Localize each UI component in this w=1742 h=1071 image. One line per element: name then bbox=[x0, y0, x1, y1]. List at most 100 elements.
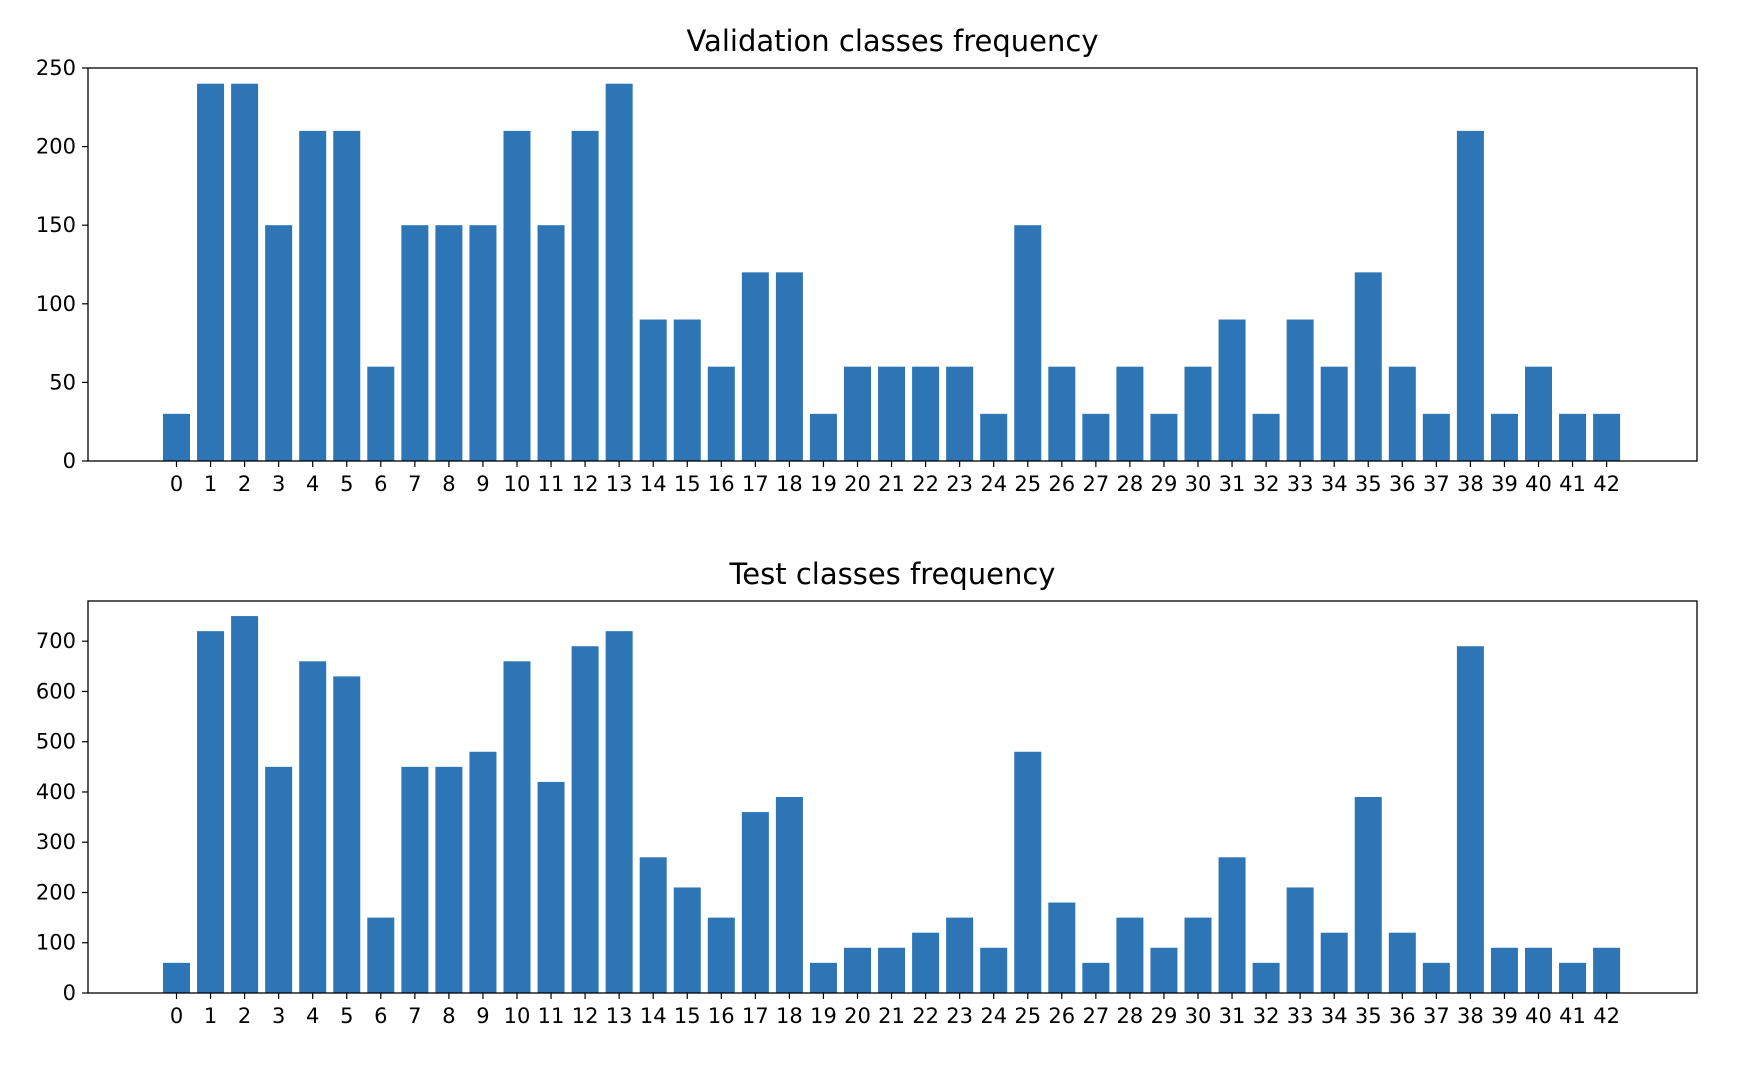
test-bar-9 bbox=[469, 751, 497, 993]
test-x-tick-label: 23 bbox=[946, 1004, 973, 1028]
validation-y-tick-label: 50 bbox=[49, 370, 76, 394]
test-y-tick-label: 300 bbox=[36, 830, 76, 854]
test-bar-14 bbox=[639, 857, 667, 993]
validation-x-tick-label: 21 bbox=[878, 472, 905, 496]
test-x-tick-label: 24 bbox=[980, 1004, 1007, 1028]
validation-chart-title: Validation classes frequency bbox=[686, 24, 1098, 58]
validation-bar-35 bbox=[1354, 272, 1382, 461]
test-bar-20 bbox=[844, 947, 871, 993]
validation-x-tick-label: 29 bbox=[1151, 472, 1178, 496]
test-bar-31 bbox=[1218, 857, 1246, 993]
validation-bar-16 bbox=[707, 366, 735, 461]
validation-x-tick-label: 3 bbox=[272, 472, 285, 496]
validation-bar-13 bbox=[605, 83, 633, 461]
validation-bar-29 bbox=[1150, 413, 1178, 461]
test-x-tick-label: 37 bbox=[1423, 1004, 1450, 1028]
validation-bar-10 bbox=[503, 130, 531, 461]
test-bar-41 bbox=[1559, 962, 1587, 993]
validation-y-tick-label: 100 bbox=[36, 292, 76, 316]
test-bar-7 bbox=[401, 766, 429, 993]
test-bar-42 bbox=[1593, 947, 1621, 993]
test-bar-23 bbox=[946, 917, 974, 993]
test-bar-36 bbox=[1388, 932, 1416, 993]
test-x-tick-label: 3 bbox=[272, 1004, 285, 1028]
validation-bar-21 bbox=[878, 366, 906, 461]
validation-bar-18 bbox=[775, 272, 803, 461]
test-x-tick-label: 22 bbox=[912, 1004, 939, 1028]
test-bar-4 bbox=[299, 661, 327, 993]
validation-bar-31 bbox=[1218, 319, 1246, 461]
test-x-tick-label: 29 bbox=[1151, 1004, 1178, 1028]
validation-x-tick-label: 6 bbox=[374, 472, 387, 496]
validation-x-tick-label: 10 bbox=[504, 472, 531, 496]
test-bar-37 bbox=[1422, 962, 1450, 993]
validation-axes-frame bbox=[87, 67, 1698, 462]
validation-y-tick-label: 200 bbox=[36, 135, 76, 159]
validation-bar-34 bbox=[1320, 366, 1348, 461]
validation-x-tick-label: 38 bbox=[1457, 472, 1484, 496]
validation-x-tick-label: 12 bbox=[572, 472, 599, 496]
validation-x-tick-label: 2 bbox=[238, 472, 251, 496]
validation-x-tick-label: 16 bbox=[708, 472, 735, 496]
validation-bar-6 bbox=[367, 366, 395, 461]
test-x-tick-label: 16 bbox=[708, 1004, 735, 1028]
validation-bar-5 bbox=[333, 130, 361, 461]
test-x-tick-label: 6 bbox=[374, 1004, 387, 1028]
test-x-tick-label: 25 bbox=[1014, 1004, 1041, 1028]
test-bar-40 bbox=[1525, 947, 1552, 993]
test-bar-18 bbox=[775, 797, 803, 993]
test-x-tick-label: 12 bbox=[572, 1004, 599, 1028]
validation-x-tick-label: 8 bbox=[442, 472, 455, 496]
validation-x-tick-label: 13 bbox=[606, 472, 633, 496]
validation-x-tick-label: 26 bbox=[1048, 472, 1075, 496]
validation-x-tick-label: 37 bbox=[1423, 472, 1450, 496]
test-x-tick-label: 41 bbox=[1559, 1004, 1586, 1028]
validation-bar-25 bbox=[1014, 225, 1042, 461]
test-bar-2 bbox=[231, 616, 259, 993]
validation-bar-26 bbox=[1048, 366, 1076, 461]
test-bar-0 bbox=[163, 962, 190, 993]
validation-x-tick-label: 4 bbox=[306, 472, 319, 496]
test-bar-32 bbox=[1252, 962, 1280, 993]
test-x-tick-label: 21 bbox=[878, 1004, 905, 1028]
test-x-tick-label: 39 bbox=[1491, 1004, 1518, 1028]
validation-bar-4 bbox=[299, 130, 327, 461]
validation-bar-9 bbox=[469, 225, 497, 461]
test-bar-3 bbox=[265, 766, 293, 993]
test-x-tick-label: 32 bbox=[1253, 1004, 1280, 1028]
validation-bar-28 bbox=[1116, 366, 1144, 461]
test-bar-6 bbox=[367, 917, 395, 993]
validation-bar-38 bbox=[1456, 130, 1484, 461]
test-bar-33 bbox=[1286, 887, 1314, 993]
validation-y-tick-label: 0 bbox=[63, 449, 76, 473]
test-bar-35 bbox=[1354, 797, 1382, 993]
validation-bar-15 bbox=[673, 319, 701, 461]
validation-x-tick-label: 19 bbox=[810, 472, 837, 496]
validation-x-tick-label: 9 bbox=[476, 472, 489, 496]
validation-x-tick-label: 27 bbox=[1082, 472, 1109, 496]
test-y-tick-label: 400 bbox=[36, 780, 76, 804]
test-x-tick-label: 40 bbox=[1525, 1004, 1552, 1028]
validation-x-tick-label: 39 bbox=[1491, 472, 1518, 496]
validation-bar-40 bbox=[1525, 366, 1552, 461]
test-bar-5 bbox=[333, 676, 361, 993]
validation-x-tick-label: 40 bbox=[1525, 472, 1552, 496]
test-bar-34 bbox=[1320, 932, 1348, 993]
test-bar-11 bbox=[537, 781, 565, 993]
test-bar-24 bbox=[980, 947, 1008, 993]
validation-x-tick-label: 31 bbox=[1219, 472, 1246, 496]
validation-x-tick-label: 14 bbox=[640, 472, 667, 496]
validation-bar-12 bbox=[571, 130, 599, 461]
validation-x-tick-label: 0 bbox=[170, 472, 183, 496]
test-y-tick-label: 100 bbox=[36, 931, 76, 955]
test-bar-12 bbox=[571, 646, 599, 993]
validation-bar-7 bbox=[401, 225, 429, 461]
validation-y-tick-label: 250 bbox=[36, 56, 76, 80]
validation-x-tick-label: 11 bbox=[538, 472, 565, 496]
test-x-tick-label: 18 bbox=[776, 1004, 803, 1028]
validation-bar-0 bbox=[163, 413, 190, 461]
validation-y-tick-label: 150 bbox=[36, 213, 76, 237]
test-bar-22 bbox=[912, 932, 940, 993]
test-bar-1 bbox=[197, 631, 225, 993]
test-axes-frame bbox=[87, 600, 1698, 994]
